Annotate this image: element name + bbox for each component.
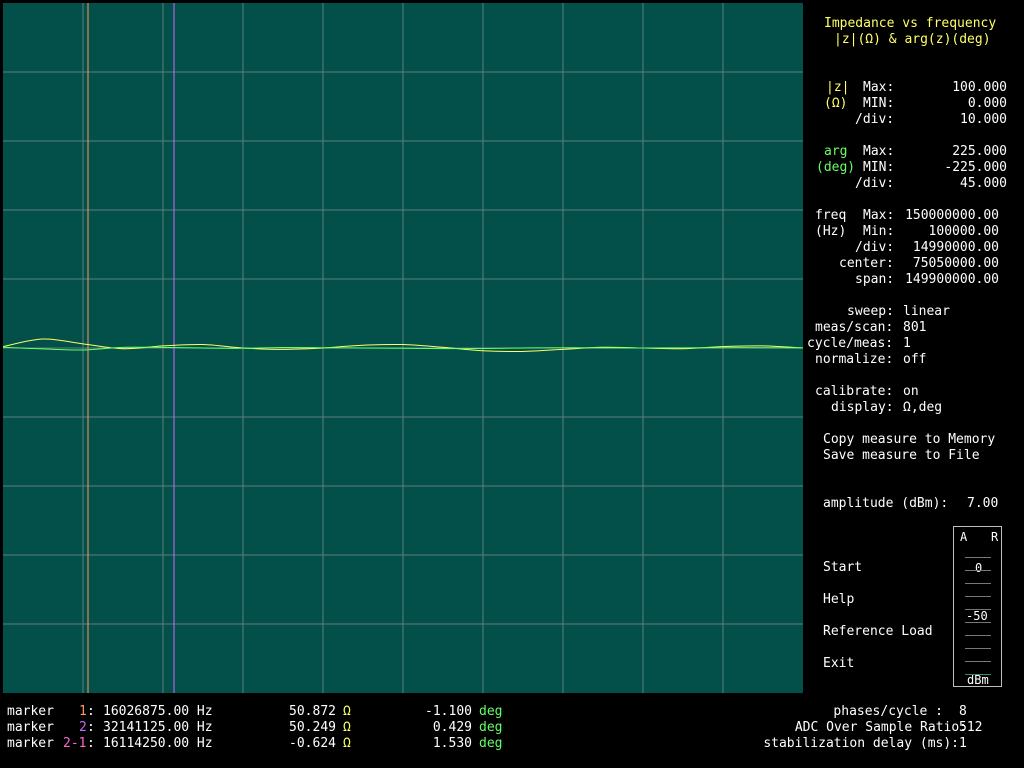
copy-to-memory-button[interactable]: Copy measure to Memory bbox=[823, 432, 996, 447]
arg-axis-label: arg bbox=[824, 144, 848, 159]
freq-max-label: Max: bbox=[863, 208, 895, 223]
meter-tick bbox=[965, 609, 991, 610]
start-button[interactable]: Start bbox=[823, 560, 863, 575]
z-min-label: MIN: bbox=[863, 96, 895, 111]
marker-id: 2 bbox=[79, 720, 87, 735]
marker-arg-unit: deg bbox=[479, 704, 503, 719]
meter-r-label: R bbox=[991, 530, 999, 544]
marker-arg: 1.530 bbox=[432, 736, 472, 751]
impedance-phase-trace bbox=[3, 346, 803, 351]
z-axis-label: |z| bbox=[826, 80, 850, 95]
chart-subtitle: |z|(Ω) & arg(z)(deg) bbox=[834, 32, 991, 47]
phases-value: 8 bbox=[959, 704, 967, 719]
z-max-label: Max: bbox=[863, 80, 895, 95]
save-to-file-button[interactable]: Save measure to File bbox=[823, 448, 980, 463]
marker-arg: 0.429 bbox=[432, 720, 472, 735]
cycle-label: cycle/meas: bbox=[807, 336, 894, 351]
marker-z-unit: Ω bbox=[343, 704, 351, 719]
display-label: display: bbox=[831, 400, 894, 415]
marker-prefix: marker bbox=[7, 704, 54, 719]
z-div-value[interactable]: 10.000 bbox=[960, 112, 1007, 127]
meter-tick bbox=[965, 622, 991, 623]
marker-prefix: marker bbox=[7, 736, 54, 751]
arg-div-label: /div: bbox=[855, 176, 895, 191]
marker-freq: 16026875.00 Hz bbox=[103, 704, 213, 719]
meter-tick bbox=[965, 596, 991, 597]
marker-z: 50.249 bbox=[289, 720, 336, 735]
arg-max-label: Max: bbox=[863, 144, 895, 159]
cycle-value[interactable]: 1 bbox=[903, 336, 911, 351]
meter-tick bbox=[965, 557, 991, 558]
stabilization-label: stabilization delay (ms): bbox=[763, 736, 959, 751]
meter-tick bbox=[965, 635, 991, 636]
z-min-value[interactable]: 0.000 bbox=[967, 96, 1007, 111]
marker-prefix: marker bbox=[7, 720, 54, 735]
help-button[interactable]: Help bbox=[823, 592, 855, 607]
calibrate-value[interactable]: on bbox=[903, 384, 919, 399]
freq-div-value[interactable]: 14990000.00 bbox=[912, 240, 999, 255]
marker-z-unit: Ω bbox=[343, 720, 351, 735]
freq-axis-label: freq bbox=[815, 208, 847, 223]
freq-unit-label: (Hz) bbox=[815, 224, 847, 239]
adc-value: 512 bbox=[959, 720, 983, 735]
marker-id: 1 bbox=[79, 704, 87, 719]
arg-max-value[interactable]: 225.000 bbox=[952, 144, 1007, 159]
marker-id: 2-1 bbox=[63, 736, 87, 751]
meter-tick bbox=[965, 661, 991, 662]
freq-min-value[interactable]: 100000.00 bbox=[928, 224, 999, 239]
marker-freq: 32141125.00 Hz bbox=[103, 720, 213, 735]
arg-div-value[interactable]: 45.000 bbox=[960, 176, 1007, 191]
normalize-label: normalize: bbox=[815, 352, 894, 367]
level-meter: A R 0 -50 dBm bbox=[953, 526, 1002, 687]
marker-freq: 16114250.00 Hz bbox=[103, 736, 213, 751]
stabilization-value: 1 bbox=[959, 736, 967, 751]
z-div-label: /div: bbox=[855, 112, 895, 127]
amplitude-label: amplitude (dBm): bbox=[823, 496, 949, 511]
z-unit-label: (Ω) bbox=[824, 96, 848, 111]
meter-tick bbox=[965, 570, 991, 571]
arg-min-value[interactable]: -225.000 bbox=[944, 160, 1007, 175]
meter-unit-label: dBm bbox=[967, 673, 989, 687]
chart-title: Impedance vs frequency bbox=[824, 16, 997, 31]
impedance-magnitude-trace bbox=[3, 338, 803, 353]
normalize-value[interactable]: off bbox=[903, 352, 927, 367]
calibrate-label: calibrate: bbox=[815, 384, 894, 399]
meter-a-label: A bbox=[960, 530, 968, 544]
exit-button[interactable]: Exit bbox=[823, 656, 855, 671]
meter-minus50-label: -50 bbox=[966, 609, 988, 623]
marker-z: -0.624 bbox=[289, 736, 336, 751]
adc-label: ADC Over Sample Ratio: bbox=[794, 720, 967, 735]
impedance-plot[interactable] bbox=[3, 3, 803, 693]
amplitude-value[interactable]: 7.00 bbox=[967, 496, 999, 511]
display-value[interactable]: Ω,deg bbox=[903, 400, 943, 415]
center-value[interactable]: 75050000.00 bbox=[912, 256, 999, 271]
meas-value[interactable]: 801 bbox=[903, 320, 927, 335]
meter-zero-label: 0 bbox=[975, 561, 983, 575]
freq-min-label: Min: bbox=[863, 224, 895, 239]
span-value[interactable]: 149900000.00 bbox=[905, 272, 999, 287]
sweep-label: sweep: bbox=[847, 304, 894, 319]
marker-z-unit: Ω bbox=[343, 736, 351, 751]
span-label: span: bbox=[855, 272, 895, 287]
meter-tick bbox=[965, 648, 991, 649]
sweep-value[interactable]: linear bbox=[903, 304, 950, 319]
marker-z: 50.872 bbox=[289, 704, 336, 719]
meas-label: meas/scan: bbox=[815, 320, 894, 335]
marker-arg-unit: deg bbox=[479, 736, 503, 751]
series-lines bbox=[3, 338, 803, 353]
freq-max-value[interactable]: 150000000.00 bbox=[905, 208, 999, 223]
marker-arg-unit: deg bbox=[479, 720, 503, 735]
meter-tick bbox=[965, 674, 991, 675]
reference-load-button[interactable]: Reference Load bbox=[823, 624, 933, 639]
freq-div-label: /div: bbox=[855, 240, 895, 255]
arg-unit-label: (deg) bbox=[816, 160, 856, 175]
marker-arg: -1.100 bbox=[425, 704, 472, 719]
arg-min-label: MIN: bbox=[863, 160, 895, 175]
center-label: center: bbox=[839, 256, 894, 271]
z-max-value[interactable]: 100.000 bbox=[952, 80, 1007, 95]
phases-label: phases/cycle : bbox=[833, 704, 943, 719]
meter-tick bbox=[965, 583, 991, 584]
